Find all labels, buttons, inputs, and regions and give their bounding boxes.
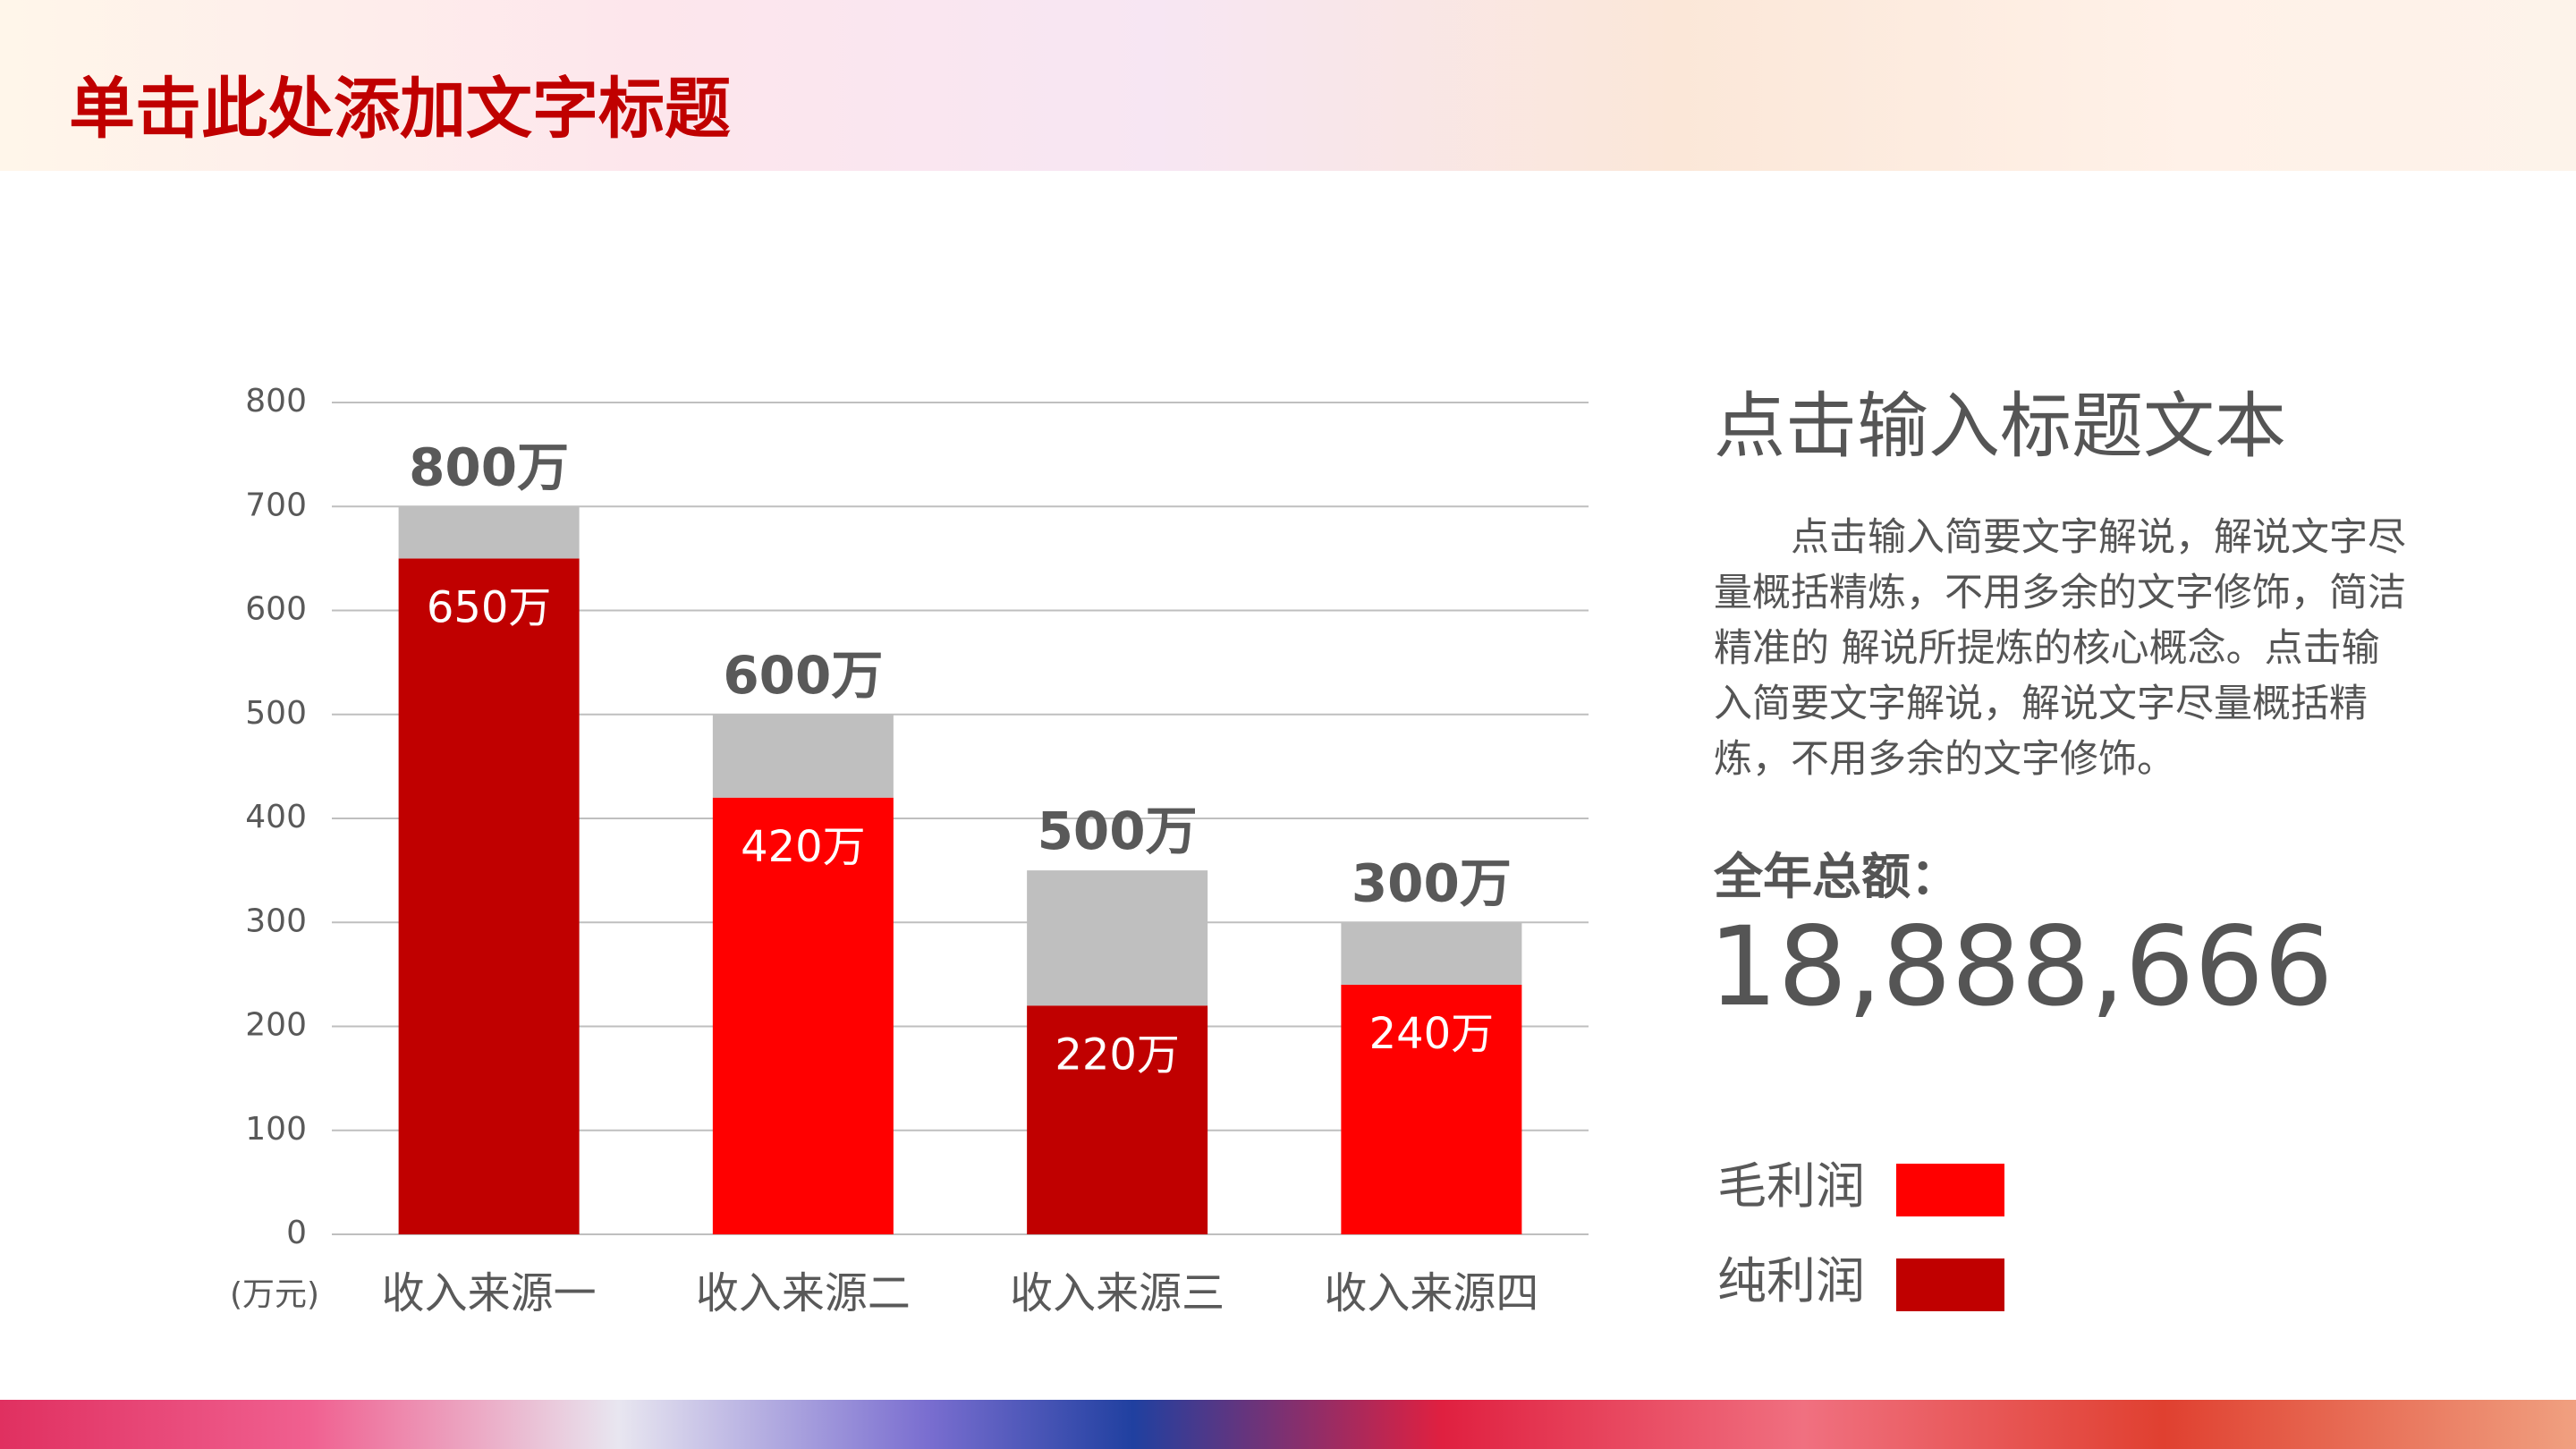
bar-segment bbox=[398, 506, 580, 559]
x-tick-label: 收入来源二 bbox=[696, 1268, 911, 1318]
y-tick-label: 400 bbox=[245, 799, 307, 835]
bar-segment bbox=[1027, 1005, 1208, 1234]
total-value: 18,888,666 bbox=[1708, 903, 2334, 1030]
y-tick-label: 800 bbox=[245, 383, 307, 419]
total-annotation: 600万 bbox=[723, 645, 883, 706]
data-label: 650万 bbox=[427, 582, 552, 632]
bar-segment bbox=[398, 558, 580, 1234]
y-tick-label: 500 bbox=[245, 695, 307, 732]
y-tick-label: 600 bbox=[245, 591, 307, 628]
y-unit: (万元) bbox=[230, 1276, 319, 1313]
y-tick-label: 0 bbox=[286, 1215, 307, 1251]
x-tick-label: 收入来源三 bbox=[1010, 1268, 1224, 1318]
bar-segment bbox=[1027, 870, 1208, 1006]
legend-label: 毛利润 bbox=[1717, 1157, 1865, 1215]
data-label: 240万 bbox=[1369, 1009, 1495, 1059]
y-tick-label: 100 bbox=[245, 1111, 307, 1148]
total-annotation: 300万 bbox=[1352, 852, 1512, 913]
x-tick-label: 收入来源一 bbox=[382, 1268, 597, 1318]
side-paragraph: 点击输入简要文字解说，解说文字尽量概括精炼，不用多余的文字修饰，简洁精准的 解说… bbox=[1714, 515, 2406, 782]
data-label: 220万 bbox=[1055, 1030, 1180, 1080]
legend-label: 纯利润 bbox=[1717, 1252, 1865, 1309]
x-tick-label: 收入来源四 bbox=[1324, 1268, 1538, 1318]
bar-segment bbox=[1341, 985, 1522, 1234]
legend-swatch bbox=[1896, 1258, 2004, 1311]
footer-band bbox=[0, 1400, 2576, 1449]
total-label: 全年总额： bbox=[1714, 848, 1961, 905]
bar-segment bbox=[712, 797, 894, 1234]
side-heading: 点击输入标题文本 bbox=[1714, 385, 2286, 468]
legend-swatch bbox=[1896, 1164, 2004, 1216]
total-annotation: 800万 bbox=[409, 436, 569, 497]
y-tick-label: 300 bbox=[245, 902, 307, 939]
y-tick-label: 700 bbox=[245, 487, 307, 523]
slide-title: 单击此处添加文字标题 bbox=[69, 71, 731, 148]
total-annotation: 500万 bbox=[1038, 801, 1198, 861]
bar-segment bbox=[712, 714, 894, 798]
y-tick-label: 200 bbox=[245, 1007, 307, 1044]
header-band bbox=[0, 0, 2576, 171]
data-label: 420万 bbox=[741, 822, 866, 872]
bar-segment bbox=[1341, 922, 1522, 985]
